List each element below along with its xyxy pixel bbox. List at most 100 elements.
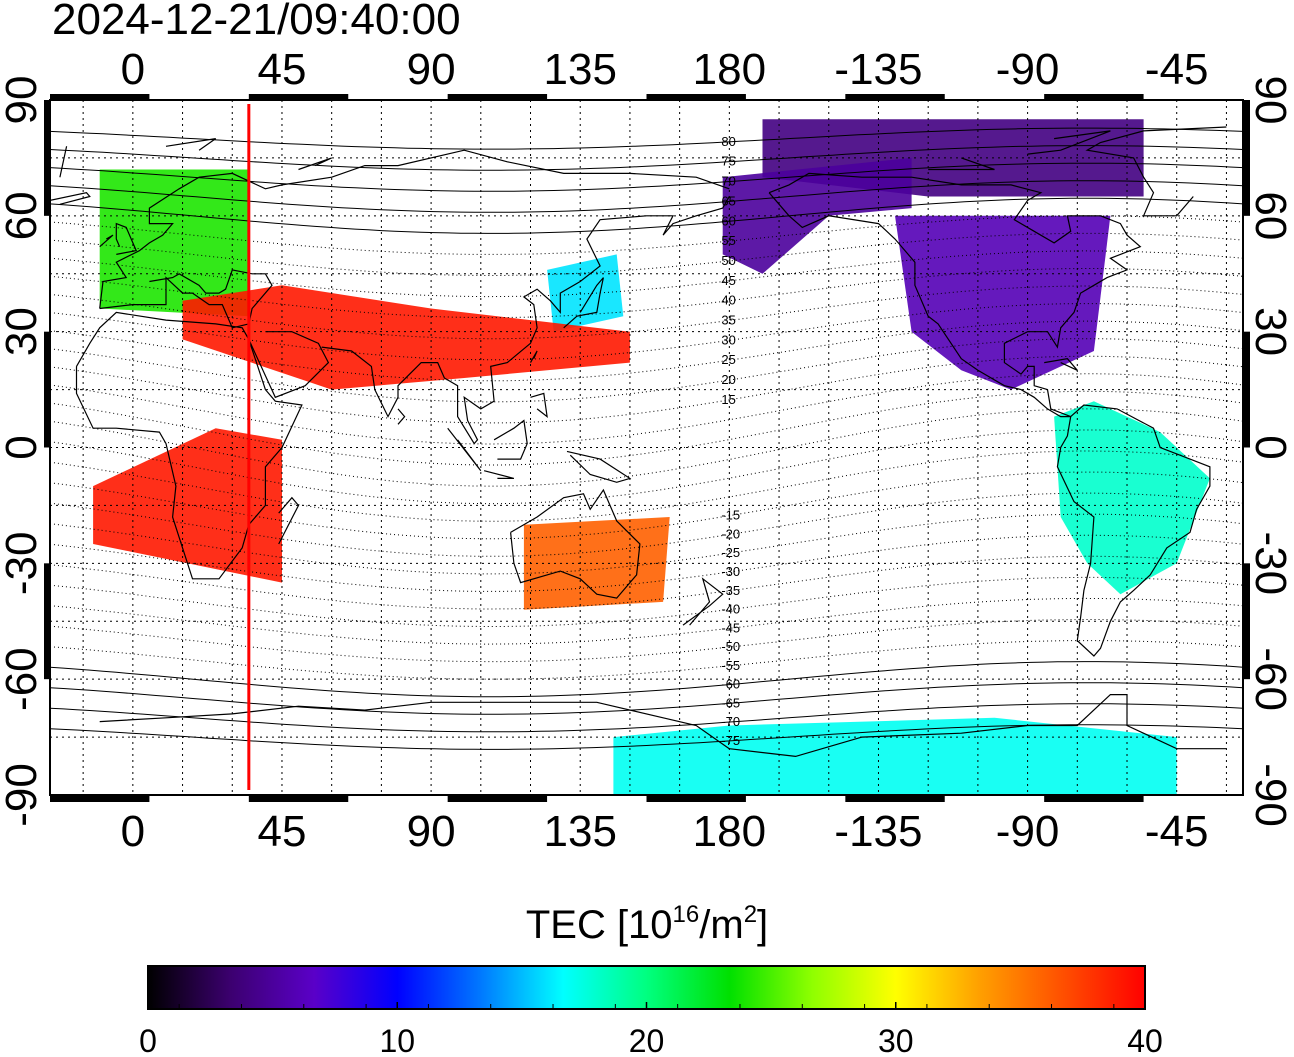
- mlat-label: 60: [721, 213, 735, 228]
- mlat-label: 50: [721, 253, 735, 268]
- magnetic-latitude-labels: 80 75 70 65 60 55 50 45 40 35 30 25 20 15 -15 -20 -25 -30…: [721, 134, 740, 748]
- mlat-label: -65: [721, 695, 740, 710]
- tec-region-africa: [93, 428, 282, 583]
- longitude-tick-label: 135: [544, 45, 617, 94]
- frame-bar: [447, 94, 548, 100]
- latitude-tick-label: -30: [1246, 532, 1294, 596]
- mlat-contour: [50, 492, 1243, 557]
- longitude-tick-label: -135: [834, 807, 922, 856]
- coastline: [563, 277, 604, 329]
- coastline: [928, 157, 995, 171]
- frame-bar: [44, 563, 51, 680]
- mlat-contour: [50, 390, 1243, 466]
- colorbar-ticks: 0 10 20 30 40: [139, 1002, 1163, 1057]
- coastline: [165, 138, 217, 151]
- coastline: [321, 196, 730, 445]
- longitude-tick-label: -135: [834, 45, 922, 94]
- mlat-label: -45: [721, 620, 740, 635]
- coastline: [99, 149, 730, 309]
- mlat-label: 45: [721, 273, 735, 288]
- frame-bar: [50, 94, 150, 100]
- mlat-label: 40: [721, 293, 735, 308]
- tec-region-europe: [99, 169, 249, 317]
- latitude-tick-label: 90: [0, 76, 46, 125]
- coastline: [248, 331, 330, 399]
- coastlines: [50, 126, 1227, 758]
- colorbar-tick-label: 40: [1127, 1023, 1163, 1057]
- latitude-tick-label: 30: [0, 307, 46, 356]
- colorbar-tick-label: 20: [629, 1023, 665, 1057]
- longitude-tick-label: 180: [693, 45, 766, 94]
- mlat-label: -30: [721, 564, 740, 579]
- coastline: [566, 450, 632, 483]
- latitude-tick-label: 60: [0, 191, 46, 240]
- latitude-tick-label: -30: [0, 532, 46, 596]
- coastline: [483, 470, 515, 479]
- frame-bar: [248, 796, 349, 802]
- longitude-tick-label: 0: [121, 807, 145, 856]
- frame-bar: [845, 796, 945, 802]
- frame-bar: [50, 796, 150, 802]
- mlat-label: 30: [721, 332, 735, 347]
- map-frame: [44, 94, 1250, 802]
- tec-region-north-america: [895, 215, 1111, 390]
- longitude-tick-label: 45: [257, 807, 306, 856]
- colorbar-tick-label: 10: [379, 1023, 415, 1057]
- mlat-label: -70: [721, 714, 740, 729]
- coastline: [50, 192, 91, 205]
- mlat-contour: [50, 429, 1243, 505]
- tec-region-south-america: [1054, 401, 1210, 595]
- coastline: [99, 269, 273, 329]
- mlat-label: -35: [721, 583, 740, 598]
- mlat-contour: [50, 682, 1243, 715]
- coastline: [493, 419, 528, 460]
- tec-data-layer: [93, 119, 1210, 795]
- longitude-tick-label: 180: [693, 807, 766, 856]
- mlat-label: -50: [721, 639, 740, 654]
- longitude-tick-label: 90: [407, 807, 456, 856]
- longitude-tick-label: 45: [257, 45, 306, 94]
- frame-bar: [646, 796, 746, 802]
- frame-bar: [44, 100, 51, 216]
- frame-bar: [1044, 796, 1144, 802]
- mlat-contour: [50, 338, 1243, 403]
- colorbar: [147, 965, 1146, 1010]
- latitude-tick-label: -90: [0, 763, 46, 827]
- latitude-tick-label: -60: [1246, 647, 1294, 711]
- mlat-label: -20: [721, 526, 740, 541]
- coastline: [529, 350, 538, 363]
- longitude-tick-label: -90: [996, 45, 1060, 94]
- mlat-label: 70: [721, 174, 735, 189]
- colorbar-tick-label: 30: [878, 1023, 914, 1057]
- frame-bar: [646, 94, 746, 100]
- coastline: [115, 222, 138, 255]
- coastline: [298, 157, 332, 171]
- mlat-label: -15: [721, 508, 740, 523]
- colorbar-title: TEC [1016/m2]: [525, 901, 769, 948]
- longitude-tick-label: 0: [121, 45, 145, 94]
- coastline: [99, 694, 1227, 758]
- mlat-label: 35: [721, 312, 735, 327]
- latitude-tick-label: -60: [0, 647, 46, 711]
- mlat-label: -75: [721, 733, 740, 748]
- mlat-label: 55: [721, 233, 735, 248]
- longitude-tick-label: 135: [544, 807, 617, 856]
- latitude-tick-label: 0: [0, 435, 46, 459]
- frame-bar: [44, 331, 51, 448]
- coastline: [397, 408, 406, 425]
- mlat-label: 15: [721, 392, 735, 407]
- mlat-label: 80: [721, 134, 735, 149]
- coastline: [510, 488, 641, 599]
- frame-bar: [845, 94, 945, 100]
- tec-region-siberia-pacific: [722, 157, 912, 274]
- coastline: [682, 577, 724, 626]
- tec-region-middle-east-asia: [182, 285, 630, 390]
- latitude-tick-label: -90: [1246, 763, 1294, 827]
- coastline: [530, 392, 548, 418]
- coastline: [99, 234, 114, 248]
- mlat-label: -60: [721, 677, 740, 692]
- latitude-tick-label: 90: [1246, 76, 1294, 125]
- frame-bar: [1044, 94, 1144, 100]
- mlat-label: -40: [721, 602, 740, 617]
